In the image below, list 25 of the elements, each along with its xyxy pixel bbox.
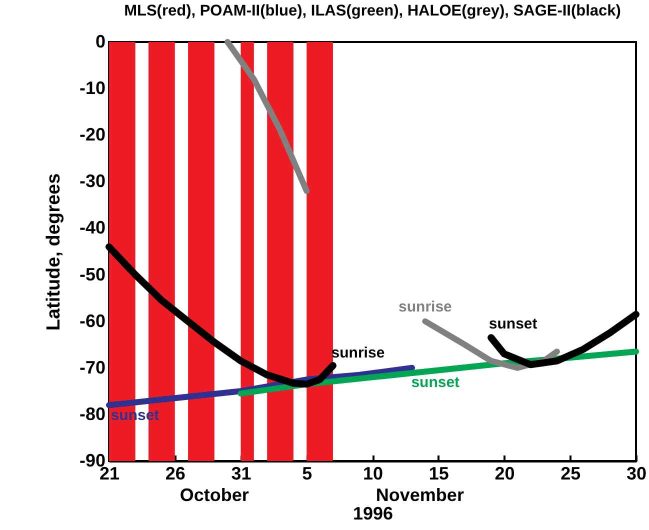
text: November [376, 485, 464, 505]
y-tick-label: -20 [79, 124, 106, 145]
y-tick-label: -70 [79, 357, 106, 378]
y-tick-label: -80 [79, 404, 106, 424]
x-tick-label: 31 [231, 464, 252, 484]
y-tick-label: -10 [79, 78, 106, 98]
x-tick-label: 5 [302, 464, 312, 484]
y-tick-label: 0 [95, 32, 106, 52]
x-tick-label: 20 [494, 464, 515, 484]
y-tick-label: -40 [79, 218, 106, 238]
y-axis-title: Latitude, degrees [43, 173, 64, 331]
x-tick-label: 26 [165, 464, 186, 484]
x-tick-label: 30 [626, 464, 647, 484]
x-tick-label: 15 [428, 464, 449, 484]
chart-title: MLS(red), POAM-II(blue), ILAS(green), HALOE(grey), SAGE-II(black) [124, 2, 621, 20]
y-tick-label: -50 [79, 264, 106, 284]
text: October [180, 485, 249, 505]
x-tick-label: 10 [362, 464, 384, 484]
x-axis-title: 1996 [352, 504, 394, 524]
y-tick-label: -30 [79, 171, 106, 192]
y-tick-label: -60 [79, 310, 106, 331]
series-label: sunrise [398, 298, 452, 316]
x-tick-label: 25 [560, 464, 581, 484]
series-label: sunset [488, 316, 538, 333]
series-label: sunset [411, 374, 460, 392]
